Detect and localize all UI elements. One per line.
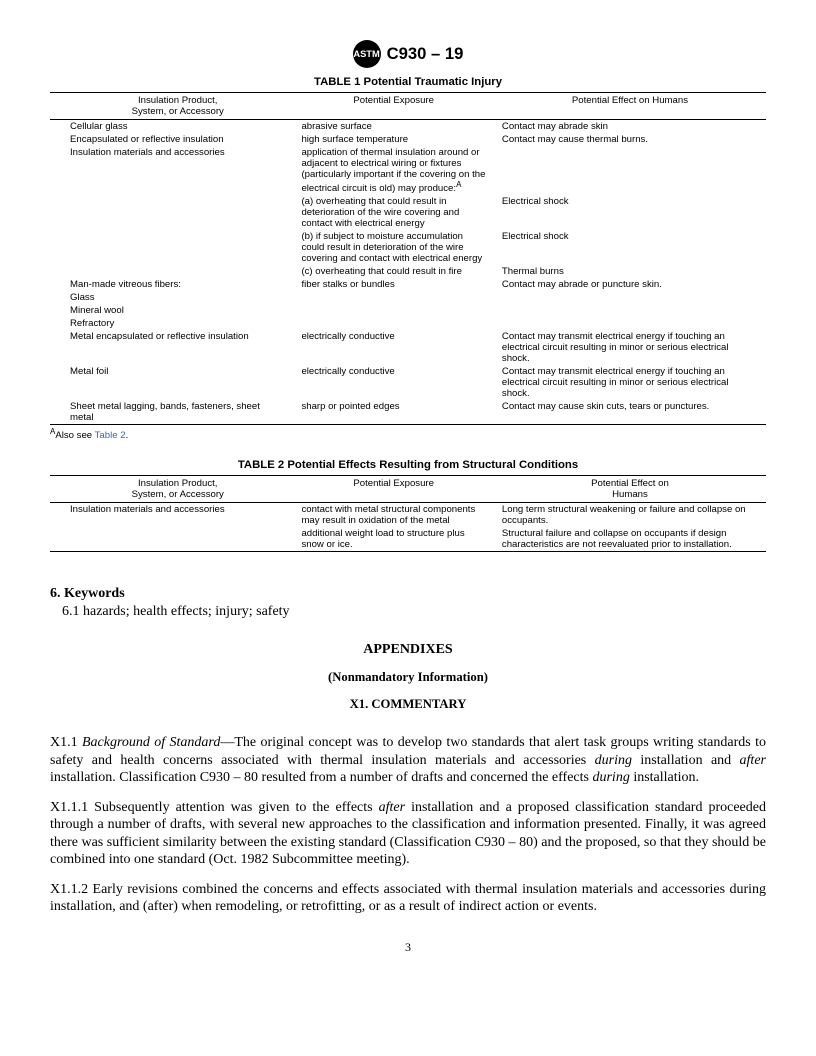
designation: C930 – 19	[387, 44, 464, 64]
appendix-heading: APPENDIXES	[50, 642, 766, 658]
page-number: 3	[50, 940, 766, 955]
table-row: Insulation materials and accessoriescont…	[50, 503, 766, 528]
table-row: Glass	[50, 291, 766, 304]
para-x1-1: X1.1 Background of Standard—The original…	[50, 734, 766, 787]
table-row: Man-made vitreous fibers:fiber stalks or…	[50, 278, 766, 291]
table1-footnote: AAlso see Table 2.	[50, 427, 766, 441]
table2-header-col2: Potential Exposure	[293, 476, 493, 503]
table1: Insulation Product, System, or Accessory…	[50, 92, 766, 425]
para-x1-1-1: X1.1.1 Subsequently attention was given …	[50, 799, 766, 869]
keywords-body: 6.1 hazards; health effects; injury; saf…	[62, 604, 766, 620]
table-row: Cellular glassabrasive surfaceContact ma…	[50, 120, 766, 134]
table-row: Encapsulated or reflective insulationhig…	[50, 133, 766, 146]
table-row: (b) if subject to moisture accumulation …	[50, 230, 766, 265]
keywords-heading: 6. Keywords	[50, 586, 766, 602]
appendix-sub: (Nonmandatory Information)	[50, 670, 766, 685]
table-row: Sheet metal lagging, bands, fasteners, s…	[50, 400, 766, 425]
astm-logo-icon: ASTM	[353, 40, 381, 68]
table2-header-row: Insulation Product, System, or Accessory…	[50, 476, 766, 503]
table2-link[interactable]: Table 2	[95, 430, 126, 441]
table-row: (c) overheating that could result in fir…	[50, 265, 766, 278]
table-row: Metal encapsulated or reflective insulat…	[50, 330, 766, 365]
table-row: (a) overheating that could result in det…	[50, 195, 766, 230]
table1-header-col1: Insulation Product, System, or Accessory	[50, 93, 293, 120]
table1-header-col3: Potential Effect on Humans	[494, 93, 766, 120]
table2: Insulation Product, System, or Accessory…	[50, 475, 766, 552]
table-row: Metal foilelectrically conductiveContact…	[50, 365, 766, 400]
table1-header-col2: Potential Exposure	[293, 93, 493, 120]
table1-header-row: Insulation Product, System, or Accessory…	[50, 93, 766, 120]
table-row: Insulation materials and accessoriesappl…	[50, 146, 766, 195]
para-x1-1-2: X1.1.2 Early revisions combined the conc…	[50, 881, 766, 916]
table-row: Mineral wool	[50, 304, 766, 317]
table-row: Refractory	[50, 317, 766, 330]
table1-title: TABLE 1 Potential Traumatic Injury	[50, 76, 766, 88]
table2-title: TABLE 2 Potential Effects Resulting from…	[50, 459, 766, 471]
table2-header-col1: Insulation Product, System, or Accessory	[50, 476, 293, 503]
appendix-x1: X1. COMMENTARY	[50, 697, 766, 712]
table-row: additional weight load to structure plus…	[50, 527, 766, 552]
table2-header-col3: Potential Effect on Humans	[494, 476, 766, 503]
page-header: ASTM C930 – 19	[50, 40, 766, 68]
